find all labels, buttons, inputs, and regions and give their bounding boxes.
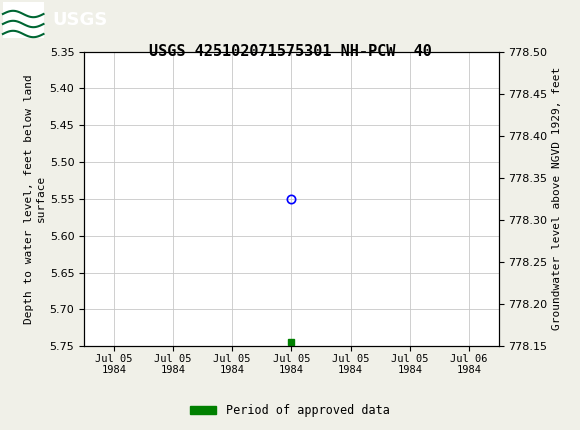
- Bar: [3, 2, 43, 38]
- Text: USGS 425102071575301 NH-PCW  40: USGS 425102071575301 NH-PCW 40: [148, 44, 432, 59]
- Y-axis label: Depth to water level, feet below land
surface: Depth to water level, feet below land su…: [24, 74, 45, 324]
- Y-axis label: Groundwater level above NGVD 1929, feet: Groundwater level above NGVD 1929, feet: [552, 67, 562, 331]
- Text: USGS: USGS: [52, 11, 107, 29]
- Legend: Period of approved data: Period of approved data: [186, 399, 394, 422]
